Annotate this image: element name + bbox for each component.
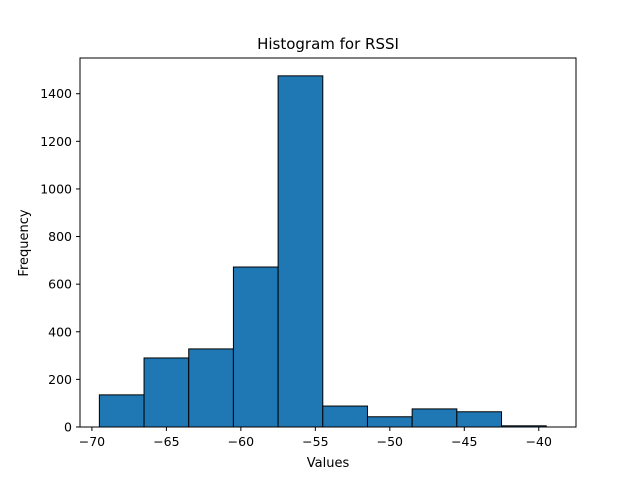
plot-frame	[79, 57, 577, 428]
y-axis-label: Frequency	[17, 209, 32, 276]
x-tick-label: −65	[153, 434, 179, 449]
histogram-bar	[188, 348, 234, 428]
y-tick-label: 1400	[40, 86, 72, 101]
x-tick-label: −55	[302, 434, 328, 449]
y-tick-label: 800	[48, 229, 72, 244]
histogram-bar	[456, 411, 503, 428]
x-tick-label: −60	[228, 434, 254, 449]
x-axis-ticks: −70 −65 −60 −55 −50 −45 −40	[79, 427, 552, 449]
histogram-bar	[143, 357, 190, 428]
x-tick-label: −40	[526, 434, 552, 449]
histogram-bar	[366, 416, 413, 428]
histogram-bar	[277, 75, 324, 428]
histogram-bar	[322, 405, 368, 428]
x-tick-label: −45	[451, 434, 477, 449]
x-axis-label: Values	[307, 456, 350, 471]
y-tick-label: 1200	[40, 134, 72, 149]
histogram-bar	[411, 408, 458, 428]
x-tick-label: −50	[377, 434, 403, 449]
histogram-bar	[232, 266, 279, 428]
y-tick-label: 0	[64, 420, 72, 435]
bars-group	[98, 75, 547, 428]
y-axis-ticks: 0 200 400 600 800 1000 1200 1400	[40, 86, 80, 435]
histogram-bar	[98, 394, 145, 428]
y-tick-label: 600	[48, 277, 72, 292]
y-tick-label: 200	[48, 372, 72, 387]
y-tick-label: 1000	[40, 181, 72, 196]
x-tick-label: −70	[79, 434, 105, 449]
chart-title: Histogram for RSSI	[257, 35, 399, 53]
y-tick-label: 400	[48, 324, 72, 339]
